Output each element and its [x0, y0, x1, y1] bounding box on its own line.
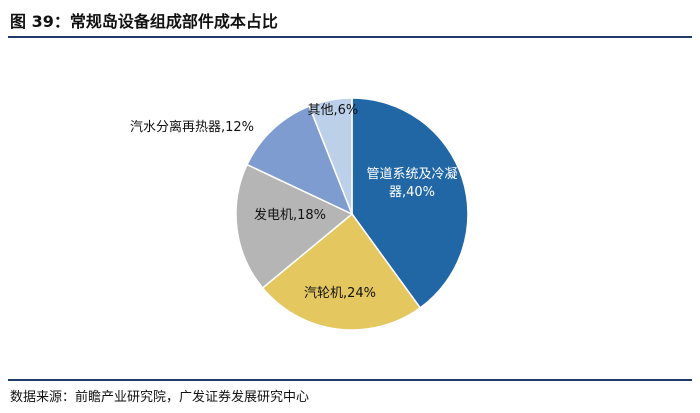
slice-label-other: 其他,6% — [307, 103, 359, 118]
pie-chart — [235, 97, 469, 331]
footer-rule — [8, 379, 692, 381]
figure-source: 数据来源：前瞻产业研究院，广发证券发展研究中心 — [10, 390, 310, 405]
figure-header: 图 39：常规岛设备组成部件成本占比 — [0, 0, 700, 40]
pie-slice-other — [308, 97, 353, 215]
slice-label-generator: 发电机,18% — [254, 208, 327, 223]
slice-label-pipe-system-condenser: 管道系统及冷凝 器,40% — [366, 167, 458, 200]
header-rule — [8, 36, 692, 38]
pie-chart-area: 管道系统及冷凝 器,40% 汽轮机,24% 发电机,18% 汽水分离再热器,12% 其他,… — [0, 40, 700, 378]
slice-label-moisture-separator-reheater: 汽水分离再热器,12% — [130, 120, 255, 135]
pie-slice-turbine — [261, 212, 422, 331]
pie-slice-generator — [235, 163, 354, 289]
figure-title: 图 39：常规岛设备组成部件成本占比 — [10, 12, 278, 31]
slice-label-turbine: 汽轮机,24% — [304, 286, 377, 301]
pie-slice-moisture-separator-reheater — [246, 105, 354, 216]
pie-slice-pipe-system-condenser — [351, 97, 469, 309]
